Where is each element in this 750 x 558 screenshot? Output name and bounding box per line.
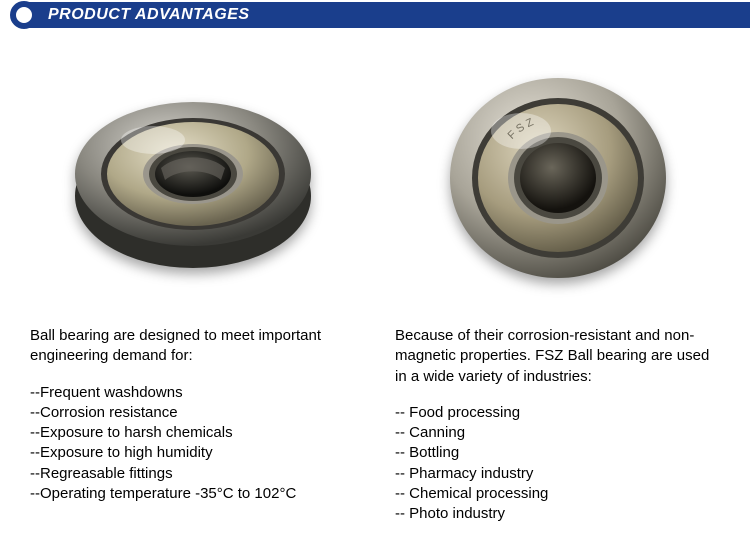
right-text: Because of their corrosion-resistant and… <box>395 308 720 524</box>
header-title: PRODUCT ADVANTAGES <box>48 6 250 24</box>
bullet-item: --Corrosion resistance <box>30 403 355 423</box>
right-bullets: -- Food processing -- Canning -- Bottlin… <box>395 403 720 525</box>
bullet-item: --Exposure to high humidity <box>30 443 355 463</box>
bullet-item: --Exposure to harsh chemicals <box>30 423 355 443</box>
bullet-item: -- Food processing <box>395 403 720 423</box>
header-bar: PRODUCT ADVANTAGES <box>24 2 750 28</box>
header-bullet-circle <box>10 1 38 29</box>
bullet-item: --Regreasable fittings <box>30 464 355 484</box>
section-header: PRODUCT ADVANTAGES <box>0 0 750 30</box>
left-intro: Ball bearing are designed to meet import… <box>30 326 355 367</box>
bullet-item: --Frequent washdowns <box>30 383 355 403</box>
left-text: Ball bearing are designed to meet import… <box>30 308 355 504</box>
left-bullets: --Frequent washdowns --Corrosion resista… <box>30 383 355 505</box>
bullet-item: -- Bottling <box>395 443 720 463</box>
bullet-item: -- Pharmacy industry <box>395 464 720 484</box>
content-row: Ball bearing are designed to meet import… <box>0 30 750 524</box>
right-image: F S Z <box>443 48 673 308</box>
bearing-front-icon: F S Z <box>443 63 673 293</box>
right-intro: Because of their corrosion-resistant and… <box>395 326 720 387</box>
bullet-item: --Operating temperature -35°C to 102°C <box>30 484 355 504</box>
bearing-angled-icon <box>63 78 323 278</box>
left-image <box>63 48 323 308</box>
right-column: F S Z Because of their corrosion-resista… <box>395 48 720 524</box>
left-column: Ball bearing are designed to meet import… <box>30 48 355 524</box>
bullet-item: -- Chemical processing <box>395 484 720 504</box>
bullet-item: -- Canning <box>395 423 720 443</box>
bullet-item: -- Photo industry <box>395 504 720 524</box>
